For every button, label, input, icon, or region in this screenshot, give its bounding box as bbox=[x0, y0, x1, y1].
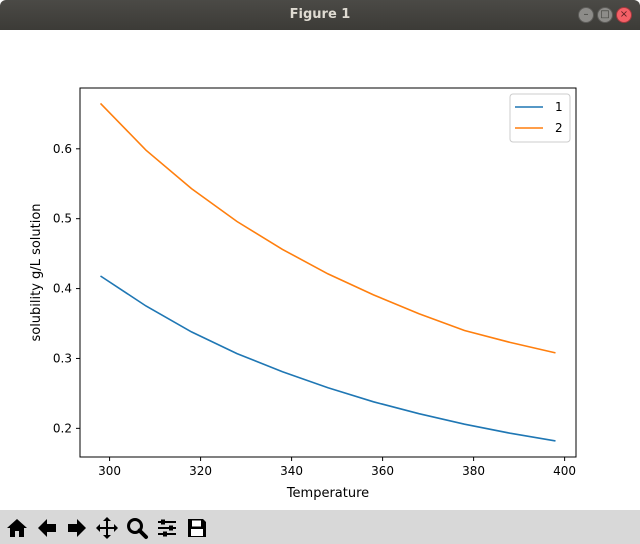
x-tick-label: 300 bbox=[98, 464, 121, 478]
configure-subplots-icon[interactable] bbox=[154, 515, 180, 541]
y-tick-label: 0.3 bbox=[53, 351, 72, 365]
home-icon[interactable] bbox=[4, 515, 30, 541]
x-tick-label: 360 bbox=[371, 464, 394, 478]
legend-label-2: 2 bbox=[555, 121, 563, 135]
x-tick-label: 320 bbox=[189, 464, 212, 478]
maximize-button[interactable]: □ bbox=[597, 7, 613, 23]
back-arrow-icon[interactable] bbox=[34, 515, 60, 541]
y-tick-label: 0.5 bbox=[53, 212, 72, 226]
window-title: Figure 1 bbox=[289, 7, 351, 22]
y-tick-label: 0.2 bbox=[53, 421, 72, 435]
x-tick-label: 380 bbox=[462, 464, 485, 478]
zoom-icon[interactable] bbox=[124, 515, 150, 541]
save-icon[interactable] bbox=[184, 515, 210, 541]
legend-box bbox=[509, 93, 571, 143]
title-bar[interactable]: Figure 1 – □ × bbox=[0, 0, 640, 30]
forward-arrow-icon[interactable] bbox=[64, 515, 90, 541]
pan-icon[interactable] bbox=[94, 515, 120, 541]
x-tick-label: 400 bbox=[553, 464, 576, 478]
y-axis-label: solubility g/L solution bbox=[29, 203, 44, 341]
minimize-button[interactable]: – bbox=[578, 7, 594, 23]
series-line-1 bbox=[100, 275, 556, 442]
series-line-2 bbox=[99, 102, 556, 354]
legend-label-1: 1 bbox=[555, 100, 563, 114]
figure-canvas[interactable]: 300 320 340 360 380 400 0.2 0.3 0.4 0.5 0.6 Tempe… bbox=[0, 30, 640, 510]
y-tick-label: 0.6 bbox=[53, 142, 72, 156]
y-tick-label: 0.4 bbox=[53, 282, 72, 296]
close-button[interactable]: × bbox=[616, 7, 632, 23]
axes-frame bbox=[79, 87, 577, 458]
navigation-toolbar bbox=[0, 510, 640, 544]
legend: 12 bbox=[509, 93, 571, 143]
line-chart: 300 320 340 360 380 400 0.2 0.3 0.4 0.5 0.6 Tempe… bbox=[29, 87, 577, 501]
x-tick-label: 340 bbox=[280, 464, 303, 478]
x-axis-label: Temperature bbox=[286, 486, 369, 501]
